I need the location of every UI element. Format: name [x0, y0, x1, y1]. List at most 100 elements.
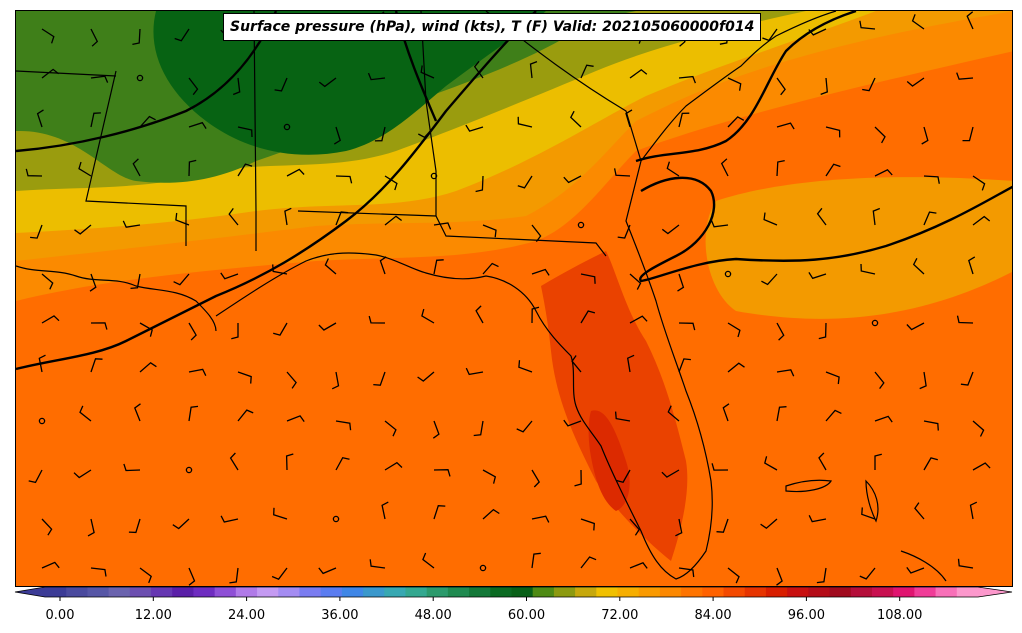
isobar-northeast [635, 11, 857, 163]
wind-barb [122, 220, 141, 228]
temp-band-florida-warm [541, 251, 688, 561]
state-border-al-ga [420, 11, 437, 216]
wind-barb [188, 567, 196, 586]
colorbar-cell [681, 587, 703, 597]
wind-barb [417, 371, 435, 382]
wind-barb [716, 518, 729, 533]
wind-barb [661, 224, 680, 235]
colorbar-cell [235, 587, 258, 597]
wind-barb [825, 126, 841, 138]
wind-barb [335, 456, 350, 471]
wind-barb [475, 305, 484, 324]
temperature-fill [16, 11, 1012, 586]
wind-barb [237, 126, 253, 138]
wind-barb [422, 552, 435, 569]
wind-barb [531, 268, 550, 276]
wind-barb [816, 207, 827, 226]
wind-barb [482, 262, 499, 275]
wind-barb [629, 315, 648, 324]
wind-barb [286, 415, 305, 422]
wind-barb [874, 126, 886, 144]
wind-barb [517, 116, 533, 128]
wind-barb [614, 411, 631, 422]
wind-barb [625, 109, 633, 128]
wind-calm-circle [136, 74, 144, 82]
wind-barb [373, 371, 386, 386]
wind-barb [874, 415, 893, 423]
wind-barb [808, 28, 827, 36]
wind-barb [273, 507, 288, 520]
wind-barb [914, 502, 925, 520]
colorbar: 0.00 12.00 24.00 36.00 48.00 60.00 72.00 84.00 9… [14, 586, 1013, 623]
wind-barb [335, 211, 349, 226]
colorbar-cell [596, 587, 619, 597]
colorbar-cell [850, 587, 873, 597]
wind-barb [90, 112, 101, 128]
wind-barb [237, 163, 253, 177]
wind-barb [613, 168, 631, 177]
wind-barb [417, 126, 435, 139]
bahamas-island-c [900, 550, 947, 582]
atlantic-coastline [640, 11, 837, 162]
wind-barb [172, 518, 190, 530]
wind-barb [776, 322, 785, 341]
wind-barb [962, 126, 974, 142]
temp-band-dark-green [153, 11, 546, 155]
colorbar-cell [299, 587, 322, 597]
wind-barb [369, 559, 386, 569]
colorbar-cell [405, 587, 428, 597]
wind-barb [41, 273, 54, 290]
colorbar-tick-label: 0.00 [46, 608, 75, 623]
wind-barb [912, 258, 925, 275]
wind-barb [130, 273, 141, 290]
wind-barb [966, 11, 974, 30]
wind-barb [531, 469, 541, 488]
wind-barb [923, 175, 940, 184]
colorbar-cell [914, 587, 937, 597]
colorbar-tick-label: 108.00 [877, 608, 923, 623]
wind-barb [720, 158, 729, 177]
wind-barb [286, 371, 297, 389]
wind-barb [139, 361, 157, 373]
wind-barb [531, 515, 550, 523]
colorbar-cell [617, 587, 640, 597]
colorbar-cell [172, 587, 195, 597]
wind-barb [969, 501, 978, 520]
wind-barb [859, 567, 876, 580]
gulf-coastline [16, 160, 713, 580]
wind-barb [38, 354, 46, 373]
wind-barb [629, 68, 648, 79]
wind-barb [237, 409, 254, 422]
colorbar-cell [151, 587, 173, 597]
wind-barb [134, 403, 141, 422]
wind-barb [188, 405, 199, 422]
wind-barb [175, 212, 190, 226]
wind-barb [808, 272, 827, 280]
wind-barb [874, 168, 893, 177]
colorbar-ticks: 0.00 12.00 24.00 36.00 48.00 60.00 72.00 84.00 9… [46, 597, 923, 623]
wind-barb [776, 369, 795, 377]
map-title: Surface pressure (hPa), wind (kts), T (F… [223, 13, 762, 41]
colorbar-cell [659, 587, 682, 597]
wind-barb [188, 77, 199, 96]
colorbar-cell [511, 587, 534, 597]
wind-barb [906, 322, 925, 331]
wind-barb [923, 211, 937, 226]
wind-barb [968, 256, 976, 275]
colorbar-cell [426, 587, 449, 597]
wind-barb [232, 77, 241, 96]
colorbar-tick-label: 60.00 [508, 608, 545, 623]
wind-barb [335, 175, 353, 184]
colorbar-tick-label: 96.00 [788, 608, 825, 623]
wind-barb [384, 461, 403, 471]
wind-barb [229, 452, 239, 471]
wind-calm-circle [479, 564, 487, 572]
colorbar-cell [744, 587, 767, 597]
wind-calm-circle [724, 270, 732, 278]
wind-barb [764, 456, 778, 471]
wind-barb [872, 207, 881, 226]
colorbar-cell [893, 587, 915, 597]
wind-barb [272, 264, 288, 275]
wind-barb [482, 508, 500, 520]
wind-barb [128, 518, 141, 534]
